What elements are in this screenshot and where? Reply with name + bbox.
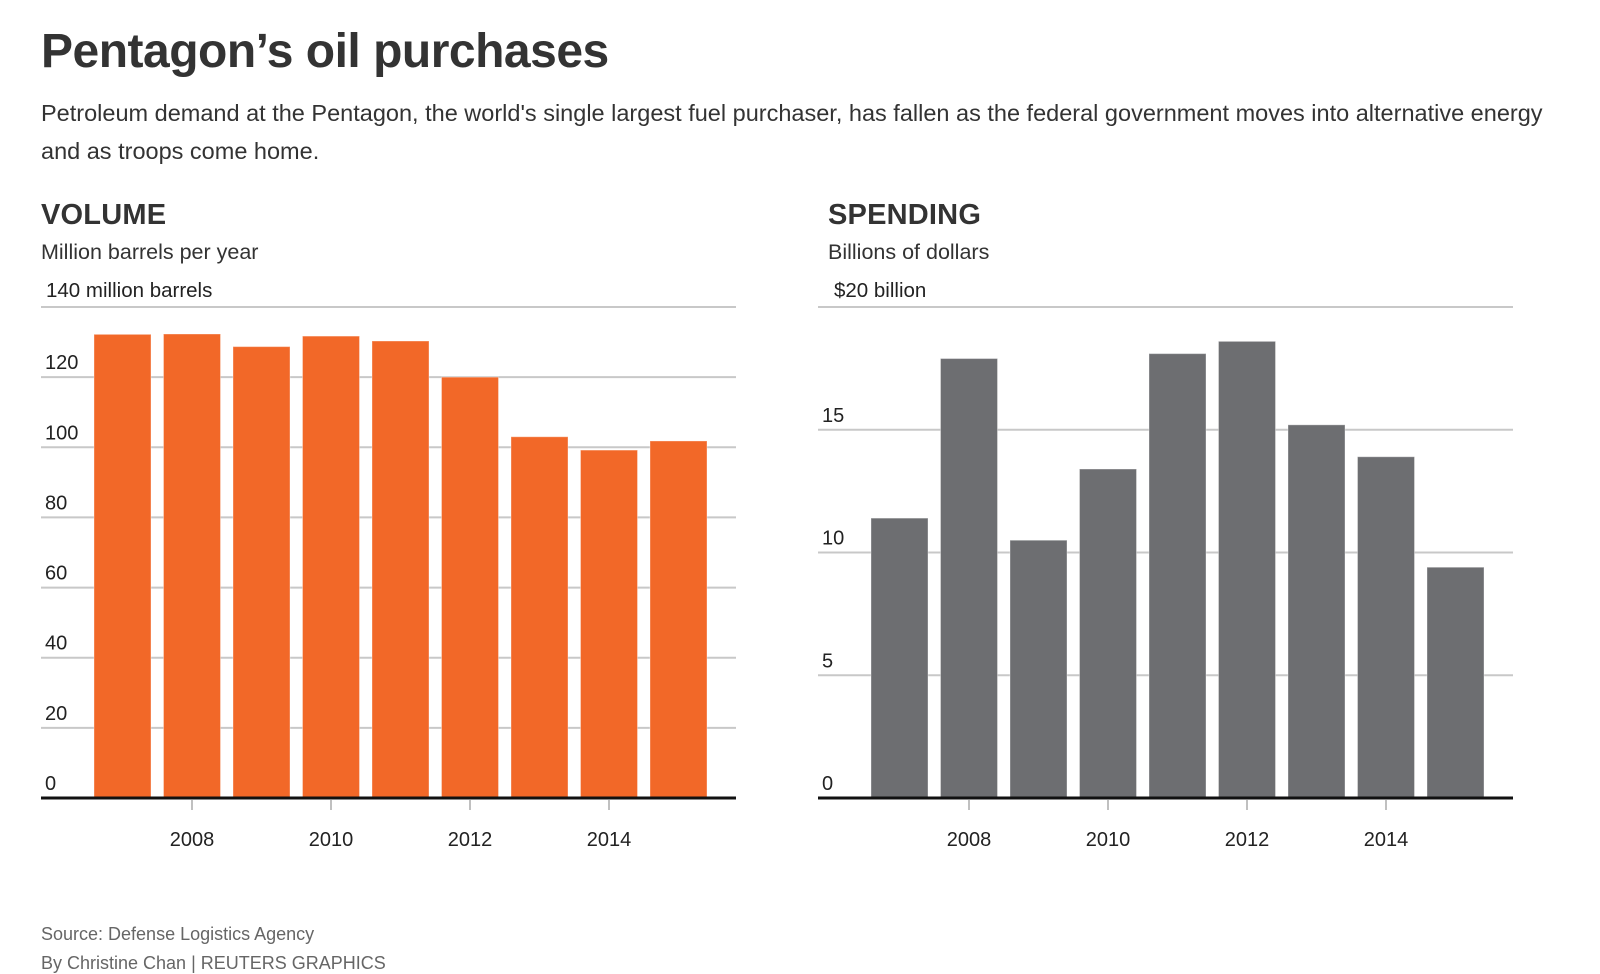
bar-2012 [441,376,499,799]
y-tick-label: 40 [45,633,67,655]
y-tick-label: 15 [822,405,844,427]
bar-2009 [232,346,291,799]
x-tick-label: 2012 [448,829,493,851]
spending-chart: 0 5 10 15 2008 2010 2012 2014 [818,306,1513,851]
source-note: Source: Defense Logistics Agency [41,924,315,944]
y-tick-label: 80 [45,492,67,514]
bar-2007 [93,333,152,799]
x-tick-label: 2008 [947,829,992,851]
chart-title: Pentagon’s oil purchases [41,25,609,78]
bar-2013 [510,436,569,799]
spending-top-label: $20 billion [834,279,927,302]
y-tick-label: 20 [45,703,67,725]
y-tick-label: 0 [45,773,56,795]
bar-2011 [1148,353,1207,799]
bar-2008 [163,333,221,799]
bar-2007 [870,517,929,799]
x-tick-label: 2010 [309,829,354,851]
bar-2008 [940,358,998,799]
y-tick-label: 5 [822,650,833,672]
bar-2010 [302,335,360,799]
bar-2013 [1287,424,1346,799]
bar-2014 [580,449,638,799]
y-tick-label: 0 [822,773,833,795]
volume-panel-title: VOLUME [41,199,167,231]
y-tick-label: 60 [45,563,67,585]
spending-panel-subtitle: Billions of dollars [828,240,990,264]
y-tick-label: 120 [45,352,78,374]
spending-panel-title: SPENDING [828,199,982,231]
credit-line: By Christine Chan | REUTERS GRAPHICS [41,953,386,973]
volume-top-label: 140 million barrels [46,279,213,302]
bar-2015 [649,440,708,799]
bar-2011 [371,340,430,799]
y-tick-label: 10 [822,528,844,550]
volume-chart: 0 20 40 60 80 100 120 2008 2010 2012 2014 [41,306,736,851]
volume-panel-subtitle: Million barrels per year [41,240,259,264]
bar-2014 [1357,456,1415,799]
x-tick-label: 2014 [1364,829,1409,851]
bar-2015 [1426,566,1485,799]
x-tick-label: 2014 [587,829,632,851]
bar-2010 [1079,468,1137,799]
x-tick-label: 2008 [170,829,215,851]
chart-subtitle: Petroleum demand at the Pentagon, the wo… [41,100,1543,164]
x-tick-label: 2010 [1086,829,1131,851]
bar-2012 [1218,340,1276,799]
y-tick-label: 100 [45,422,78,444]
bar-2009 [1009,539,1068,799]
x-tick-label: 2012 [1225,829,1270,851]
